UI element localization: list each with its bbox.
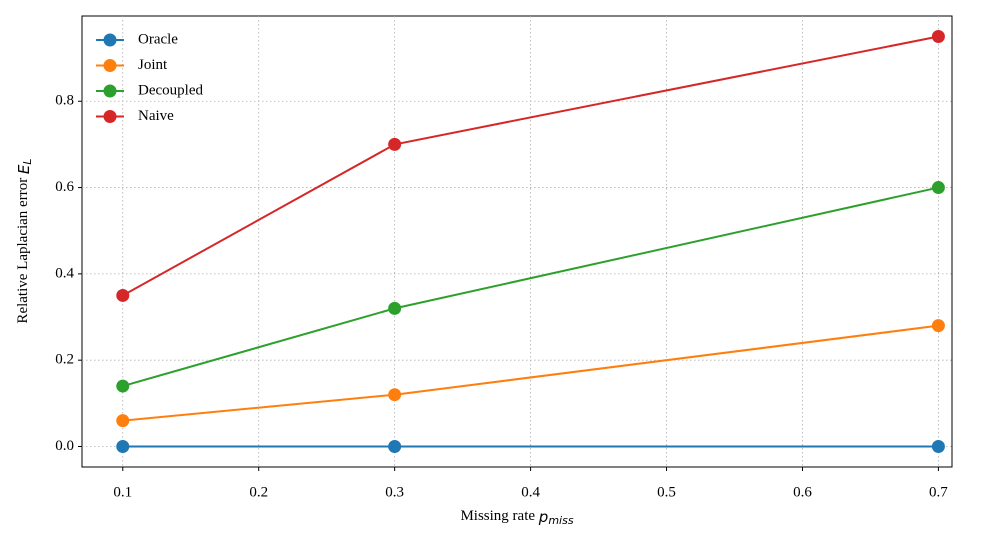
legend-label: Joint xyxy=(138,57,168,73)
y-tick-label: 0.2 xyxy=(55,352,74,368)
data-point xyxy=(388,137,402,151)
legend-marker xyxy=(103,110,117,123)
y-tick-label: 0.6 xyxy=(55,179,74,195)
plot-frame xyxy=(81,15,953,468)
y-tick-label: 0.4 xyxy=(55,265,74,281)
data-point xyxy=(116,288,130,302)
y-tick-label: 0.8 xyxy=(55,93,74,109)
x-tick-label: 0.1 xyxy=(113,484,132,500)
legend-marker xyxy=(103,33,117,47)
data-point xyxy=(931,440,945,453)
data-point xyxy=(931,30,945,43)
x-tick-label: 0.7 xyxy=(929,484,948,500)
legend-marker xyxy=(103,84,117,98)
y-axis-label: Relative Laplacian error EL xyxy=(15,158,35,323)
x-tick-label: 0.4 xyxy=(521,484,540,500)
x-tick-label: 0.6 xyxy=(793,484,812,500)
x-tick-label: 0.5 xyxy=(657,484,676,500)
data-point xyxy=(116,379,130,393)
data-point xyxy=(931,319,945,333)
data-point xyxy=(388,440,402,453)
data-point xyxy=(931,181,945,195)
y-tick-label: 0.0 xyxy=(55,438,74,454)
legend-label: Oracle xyxy=(138,31,178,47)
legend-label: Naive xyxy=(138,108,174,124)
data-point xyxy=(116,414,130,428)
x-tick-label: 0.3 xyxy=(385,484,404,500)
legend-label: Decoupled xyxy=(138,82,203,98)
x-axis-label: Missing rate pmiss xyxy=(460,508,573,528)
data-point xyxy=(116,440,130,453)
data-point xyxy=(388,301,402,315)
x-tick-label: 0.2 xyxy=(249,484,268,500)
data-point xyxy=(388,388,402,402)
legend-marker xyxy=(103,59,117,72)
